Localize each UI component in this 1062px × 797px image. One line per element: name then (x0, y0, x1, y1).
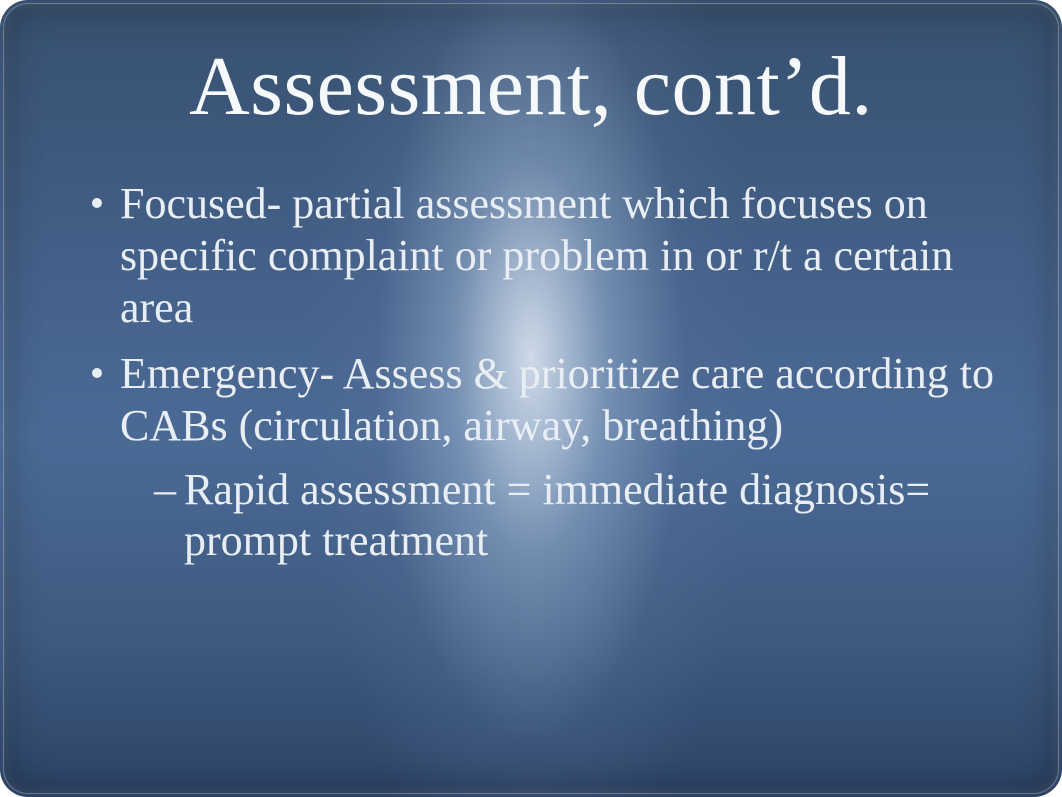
sub-bullet-text: Rapid assessment = immediate diagnosis= … (184, 465, 930, 566)
bullet-item: Focused- partial assessment which focuse… (88, 178, 1002, 334)
slide: Assessment, cont’d. Focused- partial ass… (0, 0, 1062, 797)
bullet-list: Focused- partial assessment which focuse… (88, 178, 1002, 567)
bullet-text: Emergency- Assess & prioritize care acco… (120, 349, 994, 450)
bullet-text: Focused- partial assessment which focuse… (120, 179, 953, 332)
slide-body: Focused- partial assessment which focuse… (88, 178, 1002, 581)
bullet-item: Emergency- Assess & prioritize care acco… (88, 348, 1002, 568)
sub-bullet-list: Rapid assessment = immediate diagnosis= … (120, 464, 1002, 568)
slide-title: Assessment, cont’d. (0, 38, 1062, 135)
sub-bullet-item: Rapid assessment = immediate diagnosis= … (154, 464, 1002, 568)
